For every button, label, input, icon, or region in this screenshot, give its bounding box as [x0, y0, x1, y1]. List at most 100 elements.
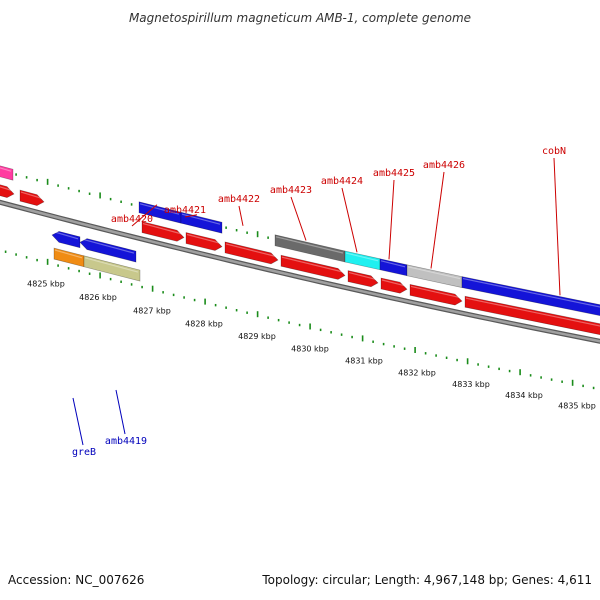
cyan-feature-highlight — [345, 252, 379, 262]
forward-cds-arrow — [464, 295, 600, 335]
forward-cds-arrow-highlight — [410, 285, 461, 299]
gene-label: amb4425 — [373, 168, 415, 179]
scale-label: 4830 kbp — [291, 345, 329, 354]
minor-tick — [435, 354, 437, 357]
major-tick — [466, 358, 469, 365]
blue-feature-highlight — [380, 260, 406, 268]
gene-label-leader — [184, 214, 198, 218]
minor-tick — [246, 311, 248, 314]
inner-tick-row — [4, 250, 595, 390]
forward-cds-arrow — [0, 184, 15, 198]
major-tick — [256, 231, 259, 238]
minor-tick — [235, 229, 238, 232]
minor-tick — [267, 236, 269, 239]
minor-tick — [25, 256, 28, 259]
minor-tick — [141, 285, 143, 289]
gene-label: amb4420 — [111, 214, 153, 225]
major-tick — [361, 335, 364, 342]
gene-labels: amb4420 amb4421 amb4422 amb4423 amb4424 amb44… — [72, 146, 566, 458]
major-tick — [151, 285, 154, 292]
minor-tick — [298, 323, 301, 327]
minor-tick — [277, 318, 280, 322]
magenta-feature-highlight — [0, 167, 12, 172]
minor-tick — [487, 365, 490, 368]
minor-tick — [130, 283, 133, 286]
minor-tick — [340, 333, 343, 336]
backbone-outline — [0, 199, 600, 344]
minor-tick — [57, 184, 59, 187]
scale-label: 4826 kbp — [79, 293, 117, 302]
minor-tick — [235, 309, 238, 312]
scale-label: 4835 kbp — [558, 402, 596, 411]
forward-cds-arrow — [185, 232, 223, 251]
minor-tick — [498, 367, 500, 371]
minor-tick — [162, 291, 164, 294]
minor-tick — [78, 269, 80, 273]
gene-label-leader — [341, 187, 358, 253]
minor-tick — [225, 226, 227, 229]
gene-label: amb4421 — [164, 205, 206, 216]
forward-cds-arrow — [280, 254, 346, 280]
gene-label-leader — [388, 179, 395, 260]
minor-tick — [88, 272, 91, 275]
minor-tick — [4, 250, 7, 253]
minor-tick — [214, 303, 217, 307]
gene-label: amb4424 — [321, 176, 363, 187]
minor-tick — [172, 293, 175, 297]
forward-cds-arrow — [347, 270, 379, 288]
minor-tick — [67, 267, 70, 270]
backbone-line — [0, 200, 600, 343]
gene-label: amb4423 — [270, 185, 312, 196]
minor-tick — [592, 386, 595, 390]
forward-cds-arrow — [19, 189, 45, 206]
minor-tick — [36, 258, 38, 262]
gene-label: greB — [72, 447, 96, 458]
gene-label-leader — [115, 389, 126, 435]
minor-tick — [403, 347, 406, 350]
minor-tick — [120, 200, 122, 203]
minor-tick — [456, 358, 458, 362]
minor-tick — [25, 176, 28, 179]
scale-label: 4827 kbp — [133, 307, 171, 316]
forward-cds-arrow — [224, 241, 279, 265]
gene-label-leader — [238, 205, 244, 226]
major-tick — [99, 272, 101, 279]
minor-tick — [130, 203, 133, 206]
forward-cds-arrow — [409, 284, 463, 306]
minor-tick — [109, 197, 112, 201]
scale-label: 4829 kbp — [238, 332, 276, 341]
blue-feature — [180, 211, 223, 234]
major-tick — [99, 192, 101, 199]
major-tick — [571, 379, 574, 386]
forward-cds-arrow-highlight — [142, 223, 183, 235]
minor-tick — [193, 298, 196, 302]
major-tick — [309, 323, 311, 330]
scale-label: 4825 kbp — [27, 280, 65, 289]
minor-tick — [109, 277, 112, 281]
minor-tick — [529, 374, 532, 377]
forward-cds-arrow-highlight — [186, 233, 221, 244]
reverse-blue-arrow — [51, 231, 81, 249]
minor-tick — [88, 192, 91, 195]
forward-cds-arrow-highlight — [0, 186, 13, 192]
gene-label: cobN — [542, 146, 566, 157]
khaki-feature-highlight — [84, 257, 139, 273]
scale-label: 4832 kbp — [398, 368, 436, 377]
magenta-feature — [0, 165, 14, 181]
gene-label-leader — [553, 157, 561, 296]
forward-cds-arrow-highlight — [348, 272, 377, 280]
minor-tick — [183, 296, 185, 299]
minor-tick — [561, 380, 563, 383]
minor-tick — [67, 187, 70, 190]
minor-tick — [15, 173, 17, 176]
forward-cds-arrow — [380, 277, 408, 294]
orange-feature-highlight — [54, 249, 83, 259]
minor-tick — [582, 384, 584, 388]
map-title: Magnetospirillum magneticum AMB-1, compl… — [129, 11, 471, 25]
major-tick — [519, 369, 521, 376]
minor-tick — [351, 335, 353, 339]
gene-label-leader — [290, 196, 307, 241]
gene-label-leader — [72, 397, 84, 446]
minor-tick — [372, 340, 374, 343]
